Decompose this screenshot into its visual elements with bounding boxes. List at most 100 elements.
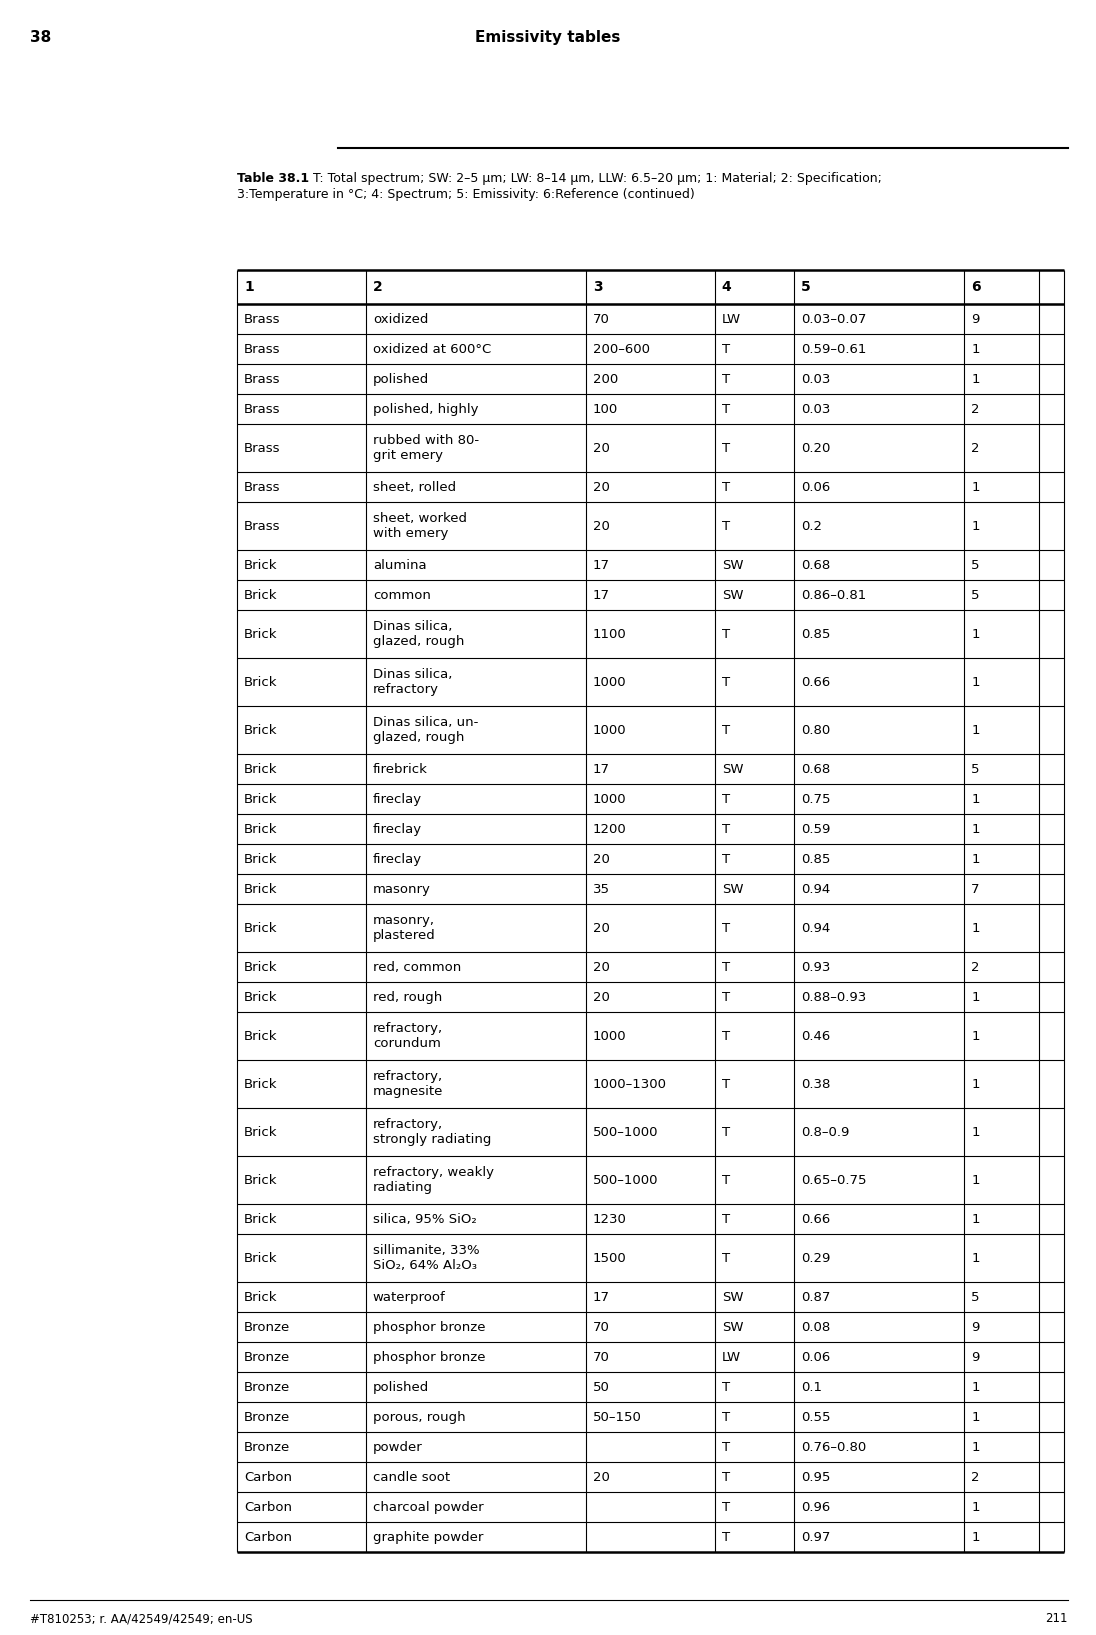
- Text: 1: 1: [971, 822, 980, 835]
- Text: SW: SW: [722, 883, 743, 896]
- Text: 0.66: 0.66: [801, 675, 830, 688]
- Text: 70: 70: [593, 1321, 609, 1334]
- Text: Bronze: Bronze: [244, 1380, 290, 1393]
- Text: 1: 1: [971, 1030, 980, 1043]
- Text: 2: 2: [971, 1470, 980, 1483]
- Text: 0.20: 0.20: [801, 441, 830, 455]
- Text: Brass: Brass: [244, 441, 281, 455]
- Text: 0.87: 0.87: [801, 1290, 830, 1303]
- Text: Brick: Brick: [244, 883, 277, 896]
- Text: 1: 1: [971, 1251, 980, 1264]
- Text: refractory: refractory: [373, 683, 438, 697]
- Text: 0.8–0.9: 0.8–0.9: [801, 1125, 849, 1138]
- Text: 20: 20: [593, 1470, 609, 1483]
- Text: 17: 17: [593, 1290, 610, 1303]
- Text: 1: 1: [971, 724, 980, 736]
- Text: 9: 9: [971, 312, 980, 325]
- Text: 0.06: 0.06: [801, 481, 830, 494]
- Text: T: T: [722, 628, 730, 641]
- Text: 5: 5: [971, 589, 980, 602]
- Text: Brass: Brass: [244, 402, 281, 415]
- Text: Brick: Brick: [244, 724, 277, 736]
- Text: T: T: [722, 724, 730, 736]
- Text: 2: 2: [373, 280, 383, 294]
- Text: alumina: alumina: [373, 559, 426, 572]
- Text: 5: 5: [801, 280, 811, 294]
- Text: phosphor bronze: phosphor bronze: [373, 1351, 486, 1364]
- Text: 0.95: 0.95: [801, 1470, 830, 1483]
- Text: 1: 1: [971, 1501, 980, 1514]
- Text: 0.80: 0.80: [801, 724, 830, 736]
- Text: Brick: Brick: [244, 960, 277, 973]
- Text: Brick: Brick: [244, 852, 277, 865]
- Text: 17: 17: [593, 762, 610, 775]
- Text: sheet, rolled: sheet, rolled: [373, 481, 456, 494]
- Text: Dinas silica,: Dinas silica,: [373, 669, 453, 682]
- Text: porous, rough: porous, rough: [373, 1411, 466, 1424]
- Text: SW: SW: [722, 559, 743, 572]
- Text: 5: 5: [971, 559, 980, 572]
- Text: 20: 20: [593, 481, 609, 494]
- Text: Brick: Brick: [244, 589, 277, 602]
- Text: Brick: Brick: [244, 1251, 277, 1264]
- Text: 0.03: 0.03: [801, 373, 830, 386]
- Text: 200: 200: [593, 373, 618, 386]
- Text: 50–150: 50–150: [593, 1411, 642, 1424]
- Text: Brick: Brick: [244, 922, 277, 935]
- Text: 7: 7: [971, 883, 980, 896]
- Text: refractory, weakly: refractory, weakly: [373, 1166, 494, 1179]
- Text: T: T: [722, 1077, 730, 1091]
- Text: 20: 20: [593, 520, 609, 533]
- Text: Dinas silica,: Dinas silica,: [373, 620, 453, 633]
- Text: waterproof: waterproof: [373, 1290, 446, 1303]
- Text: common: common: [373, 589, 431, 602]
- Text: SW: SW: [722, 589, 743, 602]
- Text: 0.85: 0.85: [801, 852, 830, 865]
- Text: 1000: 1000: [593, 675, 627, 688]
- Text: polished, highly: polished, highly: [373, 402, 478, 415]
- Text: 0.1: 0.1: [801, 1380, 822, 1393]
- Text: 0.75: 0.75: [801, 793, 831, 806]
- Text: Bronze: Bronze: [244, 1351, 290, 1364]
- Text: 70: 70: [593, 312, 609, 325]
- Text: Brick: Brick: [244, 1125, 277, 1138]
- Text: Brick: Brick: [244, 822, 277, 835]
- Text: Carbon: Carbon: [244, 1530, 292, 1543]
- Text: SW: SW: [722, 762, 743, 775]
- Text: glazed, rough: glazed, rough: [373, 731, 465, 744]
- Text: 0.08: 0.08: [801, 1321, 830, 1334]
- Text: 0.68: 0.68: [801, 762, 830, 775]
- Text: strongly radiating: strongly radiating: [373, 1133, 491, 1146]
- Text: 1: 1: [971, 520, 980, 533]
- Text: 38: 38: [30, 29, 52, 46]
- Text: 4: 4: [722, 280, 731, 294]
- Text: Brick: Brick: [244, 559, 277, 572]
- Text: T: T: [722, 1530, 730, 1543]
- Text: 0.2: 0.2: [801, 520, 822, 533]
- Text: T: T: [722, 1213, 730, 1226]
- Text: 0.38: 0.38: [801, 1077, 830, 1091]
- Text: Brick: Brick: [244, 1213, 277, 1226]
- Text: 20: 20: [593, 960, 609, 973]
- Text: refractory,: refractory,: [373, 1118, 443, 1131]
- Text: grit emery: grit emery: [373, 450, 443, 463]
- Text: 1100: 1100: [593, 628, 627, 641]
- Text: 0.59: 0.59: [801, 822, 830, 835]
- Text: 1: 1: [971, 1174, 980, 1187]
- Text: Brick: Brick: [244, 991, 277, 1004]
- Text: masonry: masonry: [373, 883, 431, 896]
- Text: 1000: 1000: [593, 793, 627, 806]
- Text: 20: 20: [593, 852, 609, 865]
- Text: T: T: [722, 373, 730, 386]
- Text: T: Total spectrum; SW: 2–5 µm; LW: 8–14 µm, LLW: 6.5–20 µm; 1: Material; 2: Spec: T: Total spectrum; SW: 2–5 µm; LW: 8–14 …: [301, 172, 882, 185]
- Text: Table 38.1: Table 38.1: [237, 172, 309, 185]
- Text: SiO₂, 64% Al₂O₃: SiO₂, 64% Al₂O₃: [373, 1259, 477, 1272]
- Text: T: T: [722, 481, 730, 494]
- Text: LW: LW: [722, 312, 741, 325]
- Text: T: T: [722, 402, 730, 415]
- Text: graphite powder: graphite powder: [373, 1530, 483, 1543]
- Text: 5: 5: [971, 1290, 980, 1303]
- Text: 1: 1: [971, 1530, 980, 1543]
- Text: T: T: [722, 1030, 730, 1043]
- Text: SW: SW: [722, 1321, 743, 1334]
